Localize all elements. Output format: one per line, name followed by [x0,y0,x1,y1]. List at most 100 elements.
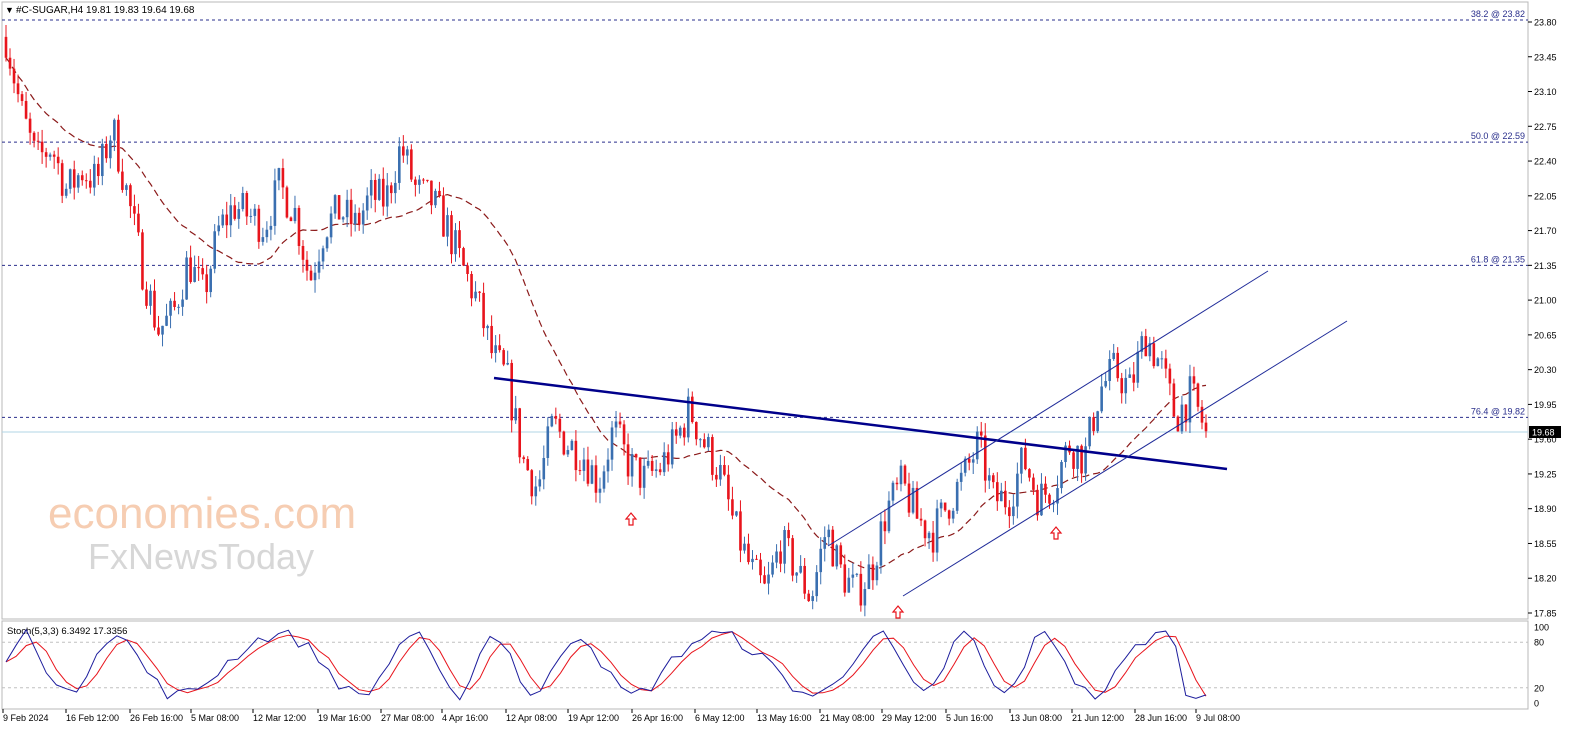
x-tick-label: 5 Jun 16:00 [946,713,993,723]
x-tick-label: 12 Mar 12:00 [253,713,306,723]
candle-body [482,292,485,329]
candle-body [911,487,915,513]
candle-body [735,511,738,516]
candle-body [341,217,345,220]
candle-body [991,475,995,483]
x-tick-label: 27 Mar 08:00 [381,713,434,723]
fib-label: 76.4 @ 19.82 [1471,406,1525,416]
candle-body [333,195,337,214]
candle-body [871,564,875,581]
candle-body [739,511,742,551]
candle-body [149,290,152,306]
candle-body [498,345,501,351]
y-tick-label: 22.05 [1534,191,1557,201]
candle-body [715,474,718,480]
candle-body [727,474,730,500]
x-tick-label: 21 May 08:00 [820,713,875,723]
stoch-label: Stoch(5,3,3) 6.3492 17.3356 [7,626,127,637]
channel-upper-line[interactable] [827,270,1269,547]
candle-body [602,471,606,489]
candle-body [879,521,883,566]
candle-body [522,457,526,460]
candle-body [36,140,40,142]
candle-body [410,149,413,180]
candle-body [1096,411,1099,432]
candle-body [951,510,955,519]
candle-body [699,439,702,441]
candle-body [1088,417,1091,447]
fib-label: 50.0 @ 22.59 [1471,131,1525,141]
candle-body [52,154,56,157]
candle-body [1008,507,1011,517]
candle-body [44,152,48,157]
candle-body [92,163,96,188]
candle-body [606,459,610,472]
candle-body [1128,374,1132,378]
stoch-level-label: 0 [1534,699,1539,709]
candle-body [48,154,52,157]
candle-body [97,163,100,177]
candle-body [931,532,935,553]
candle-body [823,537,827,549]
candle-body [1140,336,1144,352]
candle-body [899,465,903,485]
candle-body [1156,358,1160,367]
candle-body [674,429,678,436]
candle-body [277,168,281,181]
candle-body [353,212,357,225]
candle-body [133,206,136,214]
candle-body [582,459,586,471]
candle-body [831,529,835,567]
current-price-tag [1529,426,1561,438]
candle-body [1064,445,1067,463]
candle-body [975,431,979,460]
candle-body [289,217,293,222]
candle-body [1076,445,1079,469]
candle-body [594,465,598,493]
candle-body [32,132,36,141]
candle-body [927,532,931,539]
candle-body [101,143,104,177]
candle-body [434,190,437,206]
candle-body [313,272,317,281]
candle-body [201,268,204,275]
y-tick-label: 19.60 [1534,435,1557,445]
candle-body [84,180,88,182]
x-tick-label: 29 May 12:00 [882,713,937,723]
candle-body [506,362,509,365]
candle-body [181,299,184,307]
candle-body [598,488,602,493]
candle-body [1152,343,1156,367]
candle-body [566,450,570,455]
candle-body [743,543,746,551]
candle-body [666,452,670,465]
candle-body [40,141,44,153]
candle-body [373,179,377,200]
candle-body [241,192,245,210]
fibonacci-levels: 38.2 @ 23.82 50.0 @ 22.59 61.8 @ 21.35 76.4… [2,9,1528,418]
candle-body [1188,376,1192,423]
candle-body [891,482,895,501]
candle-body [1120,378,1124,394]
candle-body [610,427,614,460]
candle-body [1148,343,1152,357]
candle-body [1084,446,1087,474]
y-tick-label: 20.65 [1534,330,1557,340]
candle-body [614,421,618,428]
candle-body [225,214,229,226]
candle-body [767,574,770,584]
candle-body [538,479,542,487]
candle-body [1192,376,1196,384]
candle-body [165,315,168,326]
candle-body [1012,506,1015,517]
candles [4,24,1208,617]
channel-lower-line[interactable] [902,320,1348,597]
candle-body [462,248,465,266]
descending-trendline[interactable] [493,376,1228,471]
candle-body [654,469,658,471]
candle-body [1124,377,1128,394]
chart-menu-icon[interactable]: ▼ [5,5,14,15]
y-tick-label: 19.25 [1534,469,1557,479]
candle-body [1196,383,1200,407]
candle-body [887,500,891,532]
